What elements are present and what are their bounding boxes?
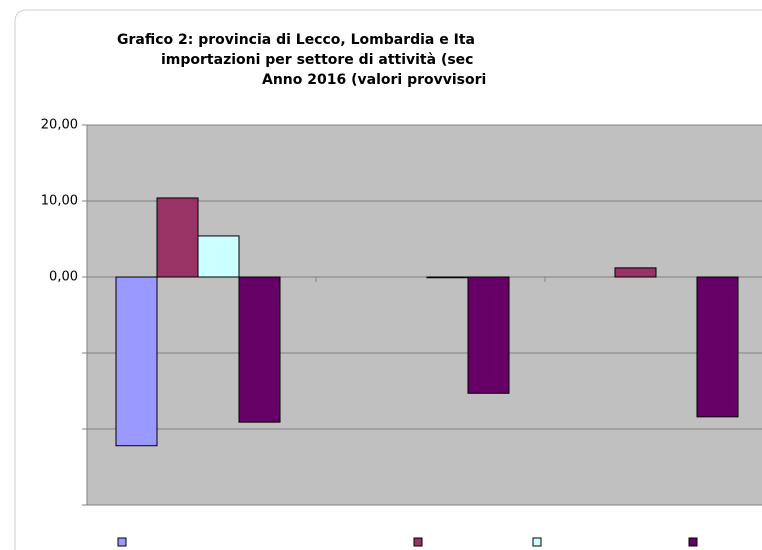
legend-swatch [117,537,127,547]
legend-swatch [688,537,698,547]
bar [426,276,469,279]
legend-swatch [532,537,542,547]
bar [197,235,240,278]
bar [696,276,739,418]
plot-area [86,124,762,506]
y-tick-label: 10,00 [41,194,78,209]
chart-title: Grafico 2: provincia di Lecco, Lombardia… [117,32,475,48]
chart-title: Anno 2016 (valori provvisori [262,72,486,88]
bar [115,276,158,447]
bar [467,276,510,394]
chart-frame [14,9,762,550]
y-tick-label: 0,00 [49,270,78,285]
bar [156,197,199,278]
bar [238,276,281,423]
bar [614,267,657,278]
title-group: Grafico 2: provincia di Lecco, Lombardia… [117,32,486,88]
legend-swatch [413,537,423,547]
y-tick-label: 20,00 [41,118,78,133]
chart-title: importazioni per settore di attività (se… [161,52,473,68]
